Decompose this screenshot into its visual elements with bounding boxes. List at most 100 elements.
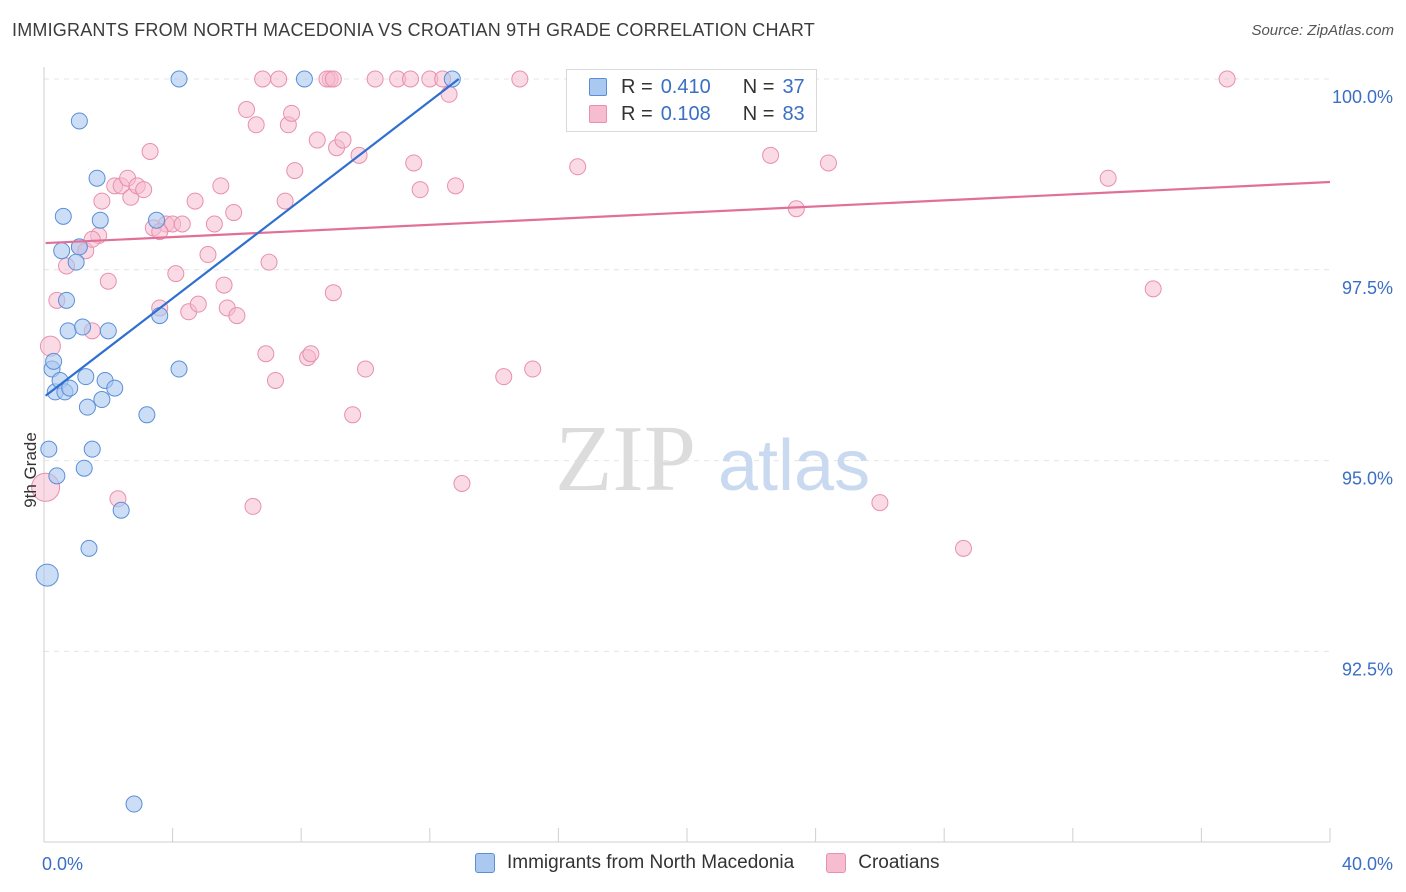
data-point-north-macedonia [112,501,130,519]
data-point-north-macedonia [61,379,79,397]
data-point-north-macedonia [70,112,88,130]
data-point-croatians [199,246,217,264]
data-point-croatians [135,181,153,199]
data-point-croatians [366,70,384,88]
data-point-croatians [324,70,342,88]
data-point-croatians [334,131,352,149]
data-point-croatians [511,70,529,88]
data-point-north-macedonia [74,318,92,336]
data-point-north-macedonia [53,242,71,260]
data-point-croatians [189,295,207,313]
data-point-north-macedonia [80,539,98,557]
data-point-croatians [524,360,542,378]
y-tick-label: 100.0% [1332,87,1393,107]
series-name: Croatians [858,852,940,873]
x-tick-label: 40.0% [1342,854,1393,874]
data-point-croatians [225,204,243,222]
data-point-north-macedonia [78,398,96,416]
x-tick-labels: 0.0% 40.0% [42,854,1393,874]
legend-n-label: N = [742,102,775,125]
data-point-north-macedonia [54,207,72,225]
data-point-croatians [447,177,465,195]
data-point-croatians [83,230,101,248]
trend-lines [44,78,1331,397]
legend-r-label: R = [621,75,653,98]
data-point-croatians [440,85,458,103]
legend-n-value: 83 [782,102,805,125]
y-axis-label: 9th Grade [21,432,40,508]
data-point-croatians [205,215,223,233]
data-point-north-macedonia [170,360,188,378]
x-tick-label: 0.0% [42,854,83,874]
data-point-croatians [141,143,159,161]
data-point-croatians [247,116,265,134]
data-point-north-macedonia [67,253,85,271]
legend-swatch-pink [589,105,607,123]
data-point-croatians [302,345,320,363]
data-point-croatians [954,539,972,557]
data-point-croatians [212,177,230,195]
chart-title: IMMIGRANTS FROM NORTH MACEDONIA VS CROAT… [12,20,815,40]
series-legend-croatians[interactable]: Croatians [826,852,940,874]
data-point-north-macedonia [125,795,143,813]
data-point-north-macedonia [88,169,106,187]
watermark-atlas: atlas [718,426,870,506]
legend-row-north-macedonia: R = 0.410 N = 37 [589,74,809,100]
data-point-croatians [167,265,185,283]
grid-lines [44,78,1330,652]
data-point-north-macedonia [70,238,88,256]
data-point-north-macedonia [99,322,117,340]
series-swatch-blue [475,853,495,873]
data-point-north-macedonia [40,440,58,458]
data-point-croatians [228,307,246,325]
y-tick-label: 97.5% [1342,278,1393,298]
data-point-croatians [238,101,256,119]
data-point-north-macedonia [58,291,76,309]
data-point-north-macedonia [77,368,95,386]
data-point-north-macedonia [93,391,111,409]
data-point-north-macedonia [83,440,101,458]
legend-swatch-blue [589,78,607,96]
legend-r-value: 0.410 [660,75,711,98]
series-legend-north-macedonia[interactable]: Immigrants from North Macedonia [475,852,794,874]
data-point-croatians [453,474,471,492]
data-point-north-macedonia [91,211,109,229]
watermark-zip: ZIP [555,407,696,511]
data-point-croatians [173,215,191,233]
data-point-croatians [276,192,294,210]
data-point-north-macedonia [148,211,166,229]
data-point-croatians [39,335,61,357]
series-swatch-pink [826,853,847,873]
legend-r-value: 0.108 [660,102,711,125]
data-point-croatians [569,158,587,176]
trend-line-north-macedonia [44,78,460,397]
data-point-croatians [308,131,326,149]
data-point-croatians [871,494,889,512]
data-point-croatians [357,360,374,378]
data-point-croatians [270,70,288,88]
data-point-croatians [266,371,284,389]
data-point-croatians [186,192,204,210]
data-point-north-macedonia [443,70,461,88]
data-point-croatians [254,70,272,88]
data-point-croatians [495,368,513,386]
y-tick-label: 92.5% [1342,659,1393,679]
data-point-croatians [762,146,780,164]
legend: R = 0.410 N = 37 R = 0.108 N = 83 [566,69,817,132]
data-point-croatians [405,154,423,172]
data-point-north-macedonia [59,322,77,340]
data-point-croatians [1144,280,1162,298]
data-point-north-macedonia [151,307,169,325]
data-point-north-macedonia [45,352,63,370]
y-tick-label: 95.0% [1342,469,1393,489]
data-point-croatians [819,154,837,172]
data-point-north-macedonia [35,563,59,587]
legend-r-label: R = [621,102,653,125]
data-point-croatians [93,192,111,210]
data-point-north-macedonia [295,70,313,88]
legend-n-label: N = [742,75,775,98]
data-point-north-macedonia [106,379,124,397]
data-point-north-macedonia [138,406,156,424]
series-name: Immigrants from North Macedonia [507,852,795,873]
